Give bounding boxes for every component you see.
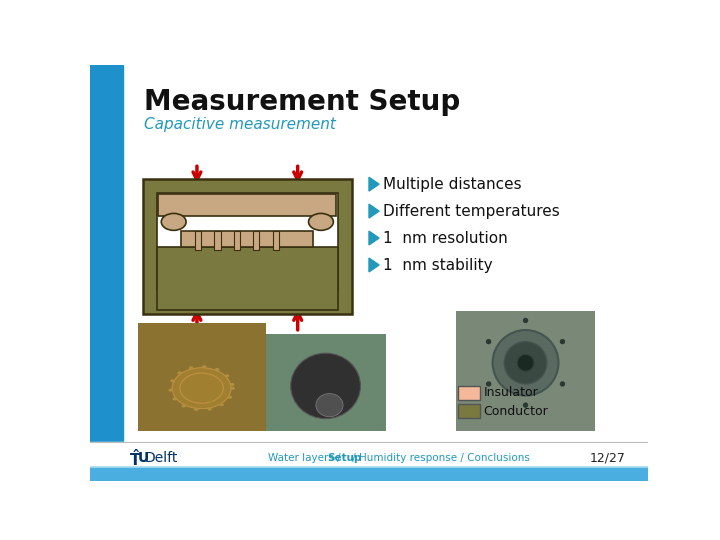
Ellipse shape bbox=[181, 404, 186, 407]
Ellipse shape bbox=[202, 365, 207, 368]
Bar bbox=[157, 193, 338, 291]
Bar bbox=[143, 179, 352, 314]
Text: Capacitive measurement: Capacitive measurement bbox=[144, 117, 336, 132]
Bar bbox=[195, 231, 201, 251]
Text: Insulator: Insulator bbox=[484, 386, 539, 399]
Text: Multiple distances: Multiple distances bbox=[383, 178, 521, 192]
Ellipse shape bbox=[492, 330, 559, 395]
Ellipse shape bbox=[172, 397, 177, 401]
Ellipse shape bbox=[523, 318, 528, 323]
Bar bbox=[158, 194, 336, 215]
Ellipse shape bbox=[180, 373, 223, 403]
Ellipse shape bbox=[177, 372, 182, 375]
Ellipse shape bbox=[228, 396, 232, 399]
Text: Water layers /: Water layers / bbox=[269, 453, 344, 463]
Text: Setup: Setup bbox=[327, 453, 361, 463]
Polygon shape bbox=[369, 177, 379, 191]
Bar bbox=[266, 334, 386, 430]
Text: / Humidity response / Conclusions: / Humidity response / Conclusions bbox=[349, 453, 530, 463]
Bar bbox=[157, 247, 338, 309]
Ellipse shape bbox=[225, 374, 229, 377]
Ellipse shape bbox=[207, 408, 212, 410]
Bar bbox=[90, 442, 648, 481]
Text: 1  nm resolution: 1 nm resolution bbox=[383, 231, 508, 246]
Bar bbox=[234, 231, 240, 251]
Bar bbox=[215, 231, 220, 251]
Ellipse shape bbox=[486, 339, 491, 345]
Text: U: U bbox=[138, 451, 148, 465]
Text: Delft: Delft bbox=[145, 451, 179, 465]
Bar bbox=[272, 231, 279, 251]
Polygon shape bbox=[369, 258, 379, 272]
Ellipse shape bbox=[230, 387, 235, 390]
Ellipse shape bbox=[309, 213, 333, 231]
Text: 12/27: 12/27 bbox=[590, 452, 626, 465]
Ellipse shape bbox=[215, 368, 220, 371]
Ellipse shape bbox=[161, 213, 186, 231]
Text: Measurement Setup: Measurement Setup bbox=[144, 88, 461, 116]
Ellipse shape bbox=[172, 368, 231, 409]
Ellipse shape bbox=[504, 342, 547, 384]
Ellipse shape bbox=[219, 403, 224, 406]
Ellipse shape bbox=[517, 354, 534, 372]
Ellipse shape bbox=[559, 339, 565, 345]
Bar bbox=[90, 65, 122, 481]
Ellipse shape bbox=[316, 394, 343, 417]
Ellipse shape bbox=[230, 383, 235, 386]
Ellipse shape bbox=[291, 353, 361, 418]
Ellipse shape bbox=[189, 367, 194, 369]
Ellipse shape bbox=[559, 381, 565, 387]
Text: $\mathbf{\hat{T}}$: $\mathbf{\hat{T}}$ bbox=[129, 448, 141, 469]
Ellipse shape bbox=[194, 408, 199, 411]
Ellipse shape bbox=[523, 402, 528, 408]
Ellipse shape bbox=[168, 389, 173, 392]
Bar bbox=[138, 323, 266, 430]
Bar bbox=[458, 404, 480, 418]
Bar bbox=[253, 231, 259, 251]
Bar bbox=[456, 311, 595, 430]
Text: 1  nm stability: 1 nm stability bbox=[383, 258, 492, 273]
Bar bbox=[90, 467, 648, 481]
Text: Conductor: Conductor bbox=[484, 405, 549, 418]
Polygon shape bbox=[369, 204, 379, 218]
Text: Different temperatures: Different temperatures bbox=[383, 204, 559, 219]
Polygon shape bbox=[369, 231, 379, 245]
Ellipse shape bbox=[486, 381, 491, 387]
Bar bbox=[181, 231, 313, 247]
Bar bbox=[458, 386, 480, 400]
Ellipse shape bbox=[170, 379, 175, 382]
